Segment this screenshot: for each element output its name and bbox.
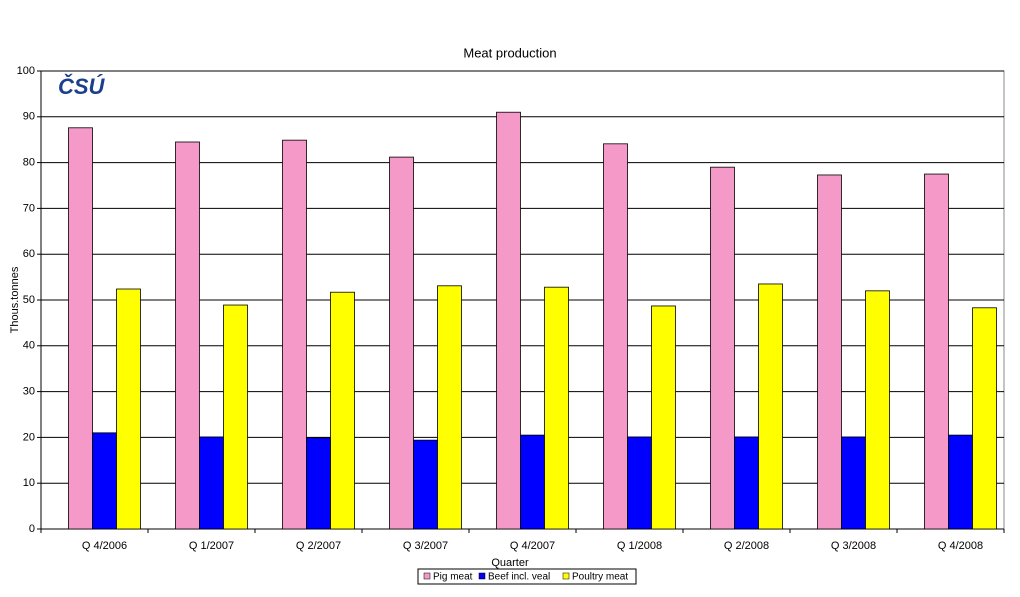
y-axis-label: Thous.tonnes bbox=[9, 266, 21, 333]
bar bbox=[437, 285, 462, 530]
y-tick-label: 80 bbox=[23, 157, 35, 169]
bar bbox=[817, 174, 842, 530]
bar bbox=[68, 127, 93, 530]
bar bbox=[651, 305, 676, 530]
bar bbox=[282, 139, 307, 530]
x-tick-label: Q 1/2007 bbox=[189, 540, 234, 552]
y-tick-label: 0 bbox=[29, 523, 35, 535]
bar bbox=[972, 307, 997, 530]
legend-swatch bbox=[423, 572, 431, 580]
bar bbox=[223, 304, 248, 530]
bar bbox=[841, 436, 866, 530]
x-tick-label: Q 4/2008 bbox=[938, 540, 983, 552]
bar bbox=[92, 432, 117, 530]
bar bbox=[603, 143, 628, 530]
x-axis-label: Quarter bbox=[491, 557, 529, 569]
bar bbox=[520, 434, 545, 530]
y-tick-label: 50 bbox=[23, 294, 35, 306]
x-tick-label: Q 3/2008 bbox=[831, 540, 876, 552]
legend-label: Poultry meat bbox=[572, 572, 628, 583]
bar bbox=[330, 291, 355, 530]
bar bbox=[734, 436, 759, 530]
chart-title: Meat production bbox=[463, 45, 556, 60]
y-tick-label: 10 bbox=[23, 477, 35, 489]
y-tick-label: 20 bbox=[23, 431, 35, 443]
bar bbox=[413, 439, 438, 530]
y-tick-label: 60 bbox=[23, 248, 35, 260]
y-tick-label: 30 bbox=[23, 386, 35, 398]
bar bbox=[389, 156, 414, 530]
legend-swatch bbox=[562, 572, 570, 580]
bar bbox=[496, 111, 521, 530]
bar bbox=[199, 436, 224, 530]
y-tick-label: 70 bbox=[23, 202, 35, 214]
legend-label: Pig meat bbox=[433, 572, 473, 583]
bar bbox=[710, 166, 735, 530]
y-tick-label: 40 bbox=[23, 340, 35, 352]
logo: ČSÚ bbox=[58, 74, 106, 99]
bar bbox=[175, 141, 200, 530]
x-tick-label: Q 3/2007 bbox=[403, 540, 448, 552]
y-tick-label: 90 bbox=[23, 111, 35, 123]
bar bbox=[306, 437, 331, 530]
legend-label: Beef incl. veal bbox=[488, 572, 550, 583]
bar bbox=[758, 283, 783, 530]
legend-box bbox=[417, 568, 637, 585]
bar bbox=[865, 290, 890, 530]
x-tick-label: Q 1/2008 bbox=[617, 540, 662, 552]
bar bbox=[948, 434, 973, 530]
x-tick-label: Q 4/2007 bbox=[510, 540, 555, 552]
legend-swatch bbox=[478, 572, 486, 580]
bar bbox=[627, 436, 652, 530]
bar bbox=[544, 286, 569, 530]
bar bbox=[116, 288, 141, 530]
bar bbox=[924, 173, 949, 530]
x-tick-label: Q 2/2007 bbox=[296, 540, 341, 552]
x-tick-label: Q 2/2008 bbox=[724, 540, 769, 552]
y-tick-label: 100 bbox=[17, 65, 35, 77]
x-tick-label: Q 4/2006 bbox=[82, 540, 127, 552]
